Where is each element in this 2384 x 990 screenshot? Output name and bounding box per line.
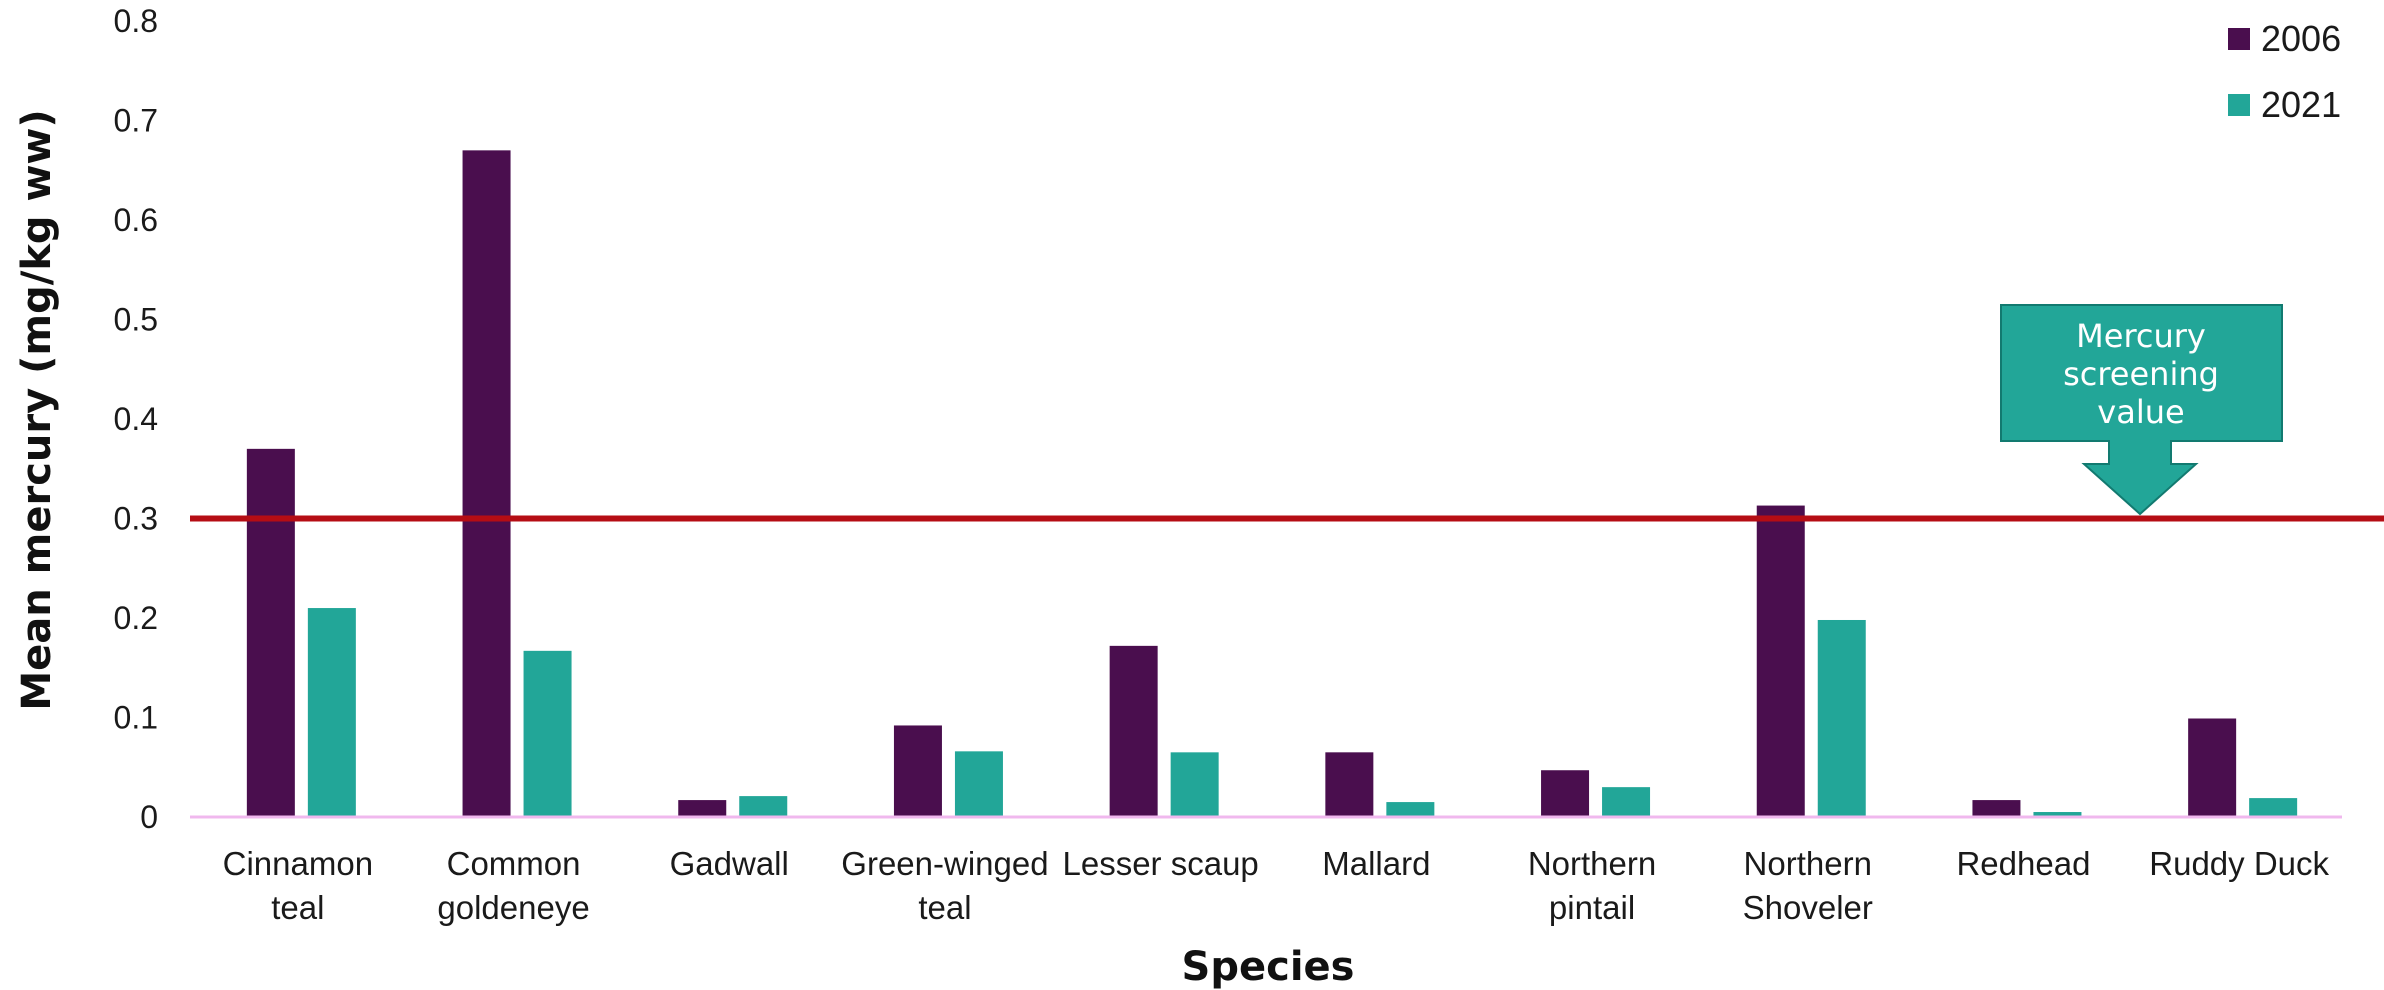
bar-2021-1 bbox=[523, 650, 572, 817]
x-category-label-line: teal bbox=[918, 889, 971, 926]
bar-2021-3 bbox=[954, 751, 1003, 817]
x-category-label: Cinnamon teal bbox=[223, 845, 373, 926]
bar-2006-8 bbox=[1972, 800, 2021, 817]
x-category-label-line: Gadwall bbox=[670, 845, 789, 882]
bars-layer bbox=[246, 150, 2298, 818]
callout-arrow-box bbox=[2000, 304, 2283, 516]
callout-label-line: Mercury bbox=[2076, 317, 2206, 355]
y-tick-label: 0.1 bbox=[114, 700, 158, 736]
bar-2006-0 bbox=[246, 448, 295, 817]
y-tick-label: 0 bbox=[140, 799, 158, 835]
bar-2021-7 bbox=[1817, 619, 1866, 817]
bar-2006-3 bbox=[893, 725, 942, 817]
x-category-label: Common goldeneye bbox=[437, 845, 589, 926]
legend-label: 2006 bbox=[2261, 18, 2341, 59]
x-category-label-line: Lesser scaup bbox=[1063, 845, 1259, 882]
x-category-labels: Cinnamon teal Common goldeneye Gadwall Green-… bbox=[223, 845, 2330, 926]
bar-2021-5 bbox=[1386, 802, 1435, 817]
y-tick-labels: 0 0.1 0.2 0.3 0.4 0.5 0.6 0.7 0.8 bbox=[114, 3, 158, 835]
bar-2021-4 bbox=[1170, 752, 1219, 817]
callout-label-line: value bbox=[2097, 393, 2184, 431]
y-tick-label: 0.5 bbox=[114, 302, 158, 338]
x-category-label: Mallard bbox=[1322, 845, 1430, 882]
x-category-label-line: goldeneye bbox=[437, 889, 589, 926]
bar-2006-2 bbox=[678, 800, 727, 817]
x-category-label-line: Redhead bbox=[1956, 845, 2090, 882]
callout-label-line: screening bbox=[2063, 355, 2219, 393]
x-axis-title: Species bbox=[1182, 944, 1355, 990]
y-tick-label: 0.8 bbox=[114, 3, 158, 39]
bar-2006-7 bbox=[1756, 505, 1805, 817]
bar-2006-4 bbox=[1109, 645, 1158, 817]
bar-2021-8 bbox=[2033, 812, 2082, 817]
bar-2006-1 bbox=[462, 150, 511, 818]
x-category-label: Northern pintail bbox=[1528, 845, 1656, 926]
x-category-label: Northern Shoveler bbox=[1743, 845, 1873, 926]
legend-label: 2021 bbox=[2261, 84, 2341, 125]
y-tick-label: 0.4 bbox=[114, 401, 158, 437]
legend-swatch-2021 bbox=[2228, 94, 2250, 116]
y-tick-label: 0.2 bbox=[114, 600, 158, 636]
y-tick-label: 0.3 bbox=[114, 501, 158, 537]
x-category-label-line: Cinnamon bbox=[223, 845, 373, 882]
bar-2021-2 bbox=[739, 796, 788, 817]
x-category-label-line: Mallard bbox=[1322, 845, 1430, 882]
x-category-label-line: teal bbox=[271, 889, 324, 926]
x-category-label: Green-winged teal bbox=[841, 845, 1048, 926]
x-category-label-line: Green-winged bbox=[841, 845, 1048, 882]
bar-2021-0 bbox=[307, 608, 356, 817]
x-category-label: Gadwall bbox=[670, 845, 789, 882]
legend-swatch-2006 bbox=[2228, 28, 2250, 50]
x-category-label-line: pintail bbox=[1549, 889, 1635, 926]
x-category-label-line: Ruddy Duck bbox=[2149, 845, 2329, 882]
bar-2006-9 bbox=[2188, 718, 2237, 817]
x-category-label-line: Shoveler bbox=[1743, 889, 1873, 926]
x-category-label-line: Northern bbox=[1744, 845, 1872, 882]
x-category-label: Redhead bbox=[1956, 845, 2090, 882]
x-category-label-line: Common bbox=[447, 845, 581, 882]
bar-2006-6 bbox=[1541, 770, 1590, 817]
bar-2021-9 bbox=[2249, 798, 2298, 817]
x-category-label: Lesser scaup bbox=[1063, 845, 1259, 882]
legend: 2006 2021 bbox=[2228, 18, 2341, 125]
x-category-label: Ruddy Duck bbox=[2149, 845, 2329, 882]
bar-2021-6 bbox=[1602, 787, 1651, 817]
y-axis-title: Mean mercury (mg/kg ww) bbox=[14, 109, 60, 710]
y-tick-label: 0.6 bbox=[114, 202, 158, 238]
bar-2006-5 bbox=[1325, 752, 1374, 817]
x-category-label-line: Northern bbox=[1528, 845, 1656, 882]
y-tick-label: 0.7 bbox=[114, 103, 158, 139]
